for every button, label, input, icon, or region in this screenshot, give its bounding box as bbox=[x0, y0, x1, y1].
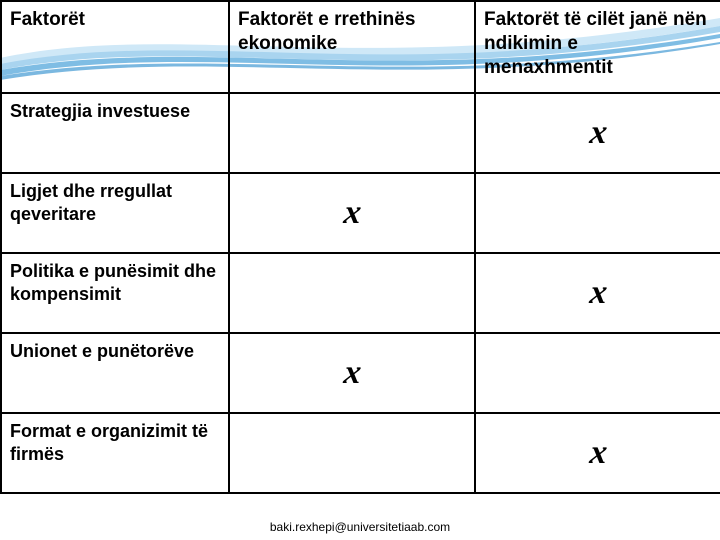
x-mark: x bbox=[588, 274, 609, 312]
header-col-1: Faktorët bbox=[1, 1, 229, 93]
table-row: Strategjia investuese x bbox=[1, 93, 720, 173]
row-label: Strategjia investuese bbox=[1, 93, 229, 173]
row-label: Unionet e punëtorëve bbox=[1, 333, 229, 413]
table-row: Unionet e punëtorëve x bbox=[1, 333, 720, 413]
header-col-3: Faktorët të cilët janë nën ndikimin e me… bbox=[475, 1, 720, 93]
footer-email: baki.rexhepi@universitetiaab.com bbox=[0, 520, 720, 534]
cell-r1-c3 bbox=[475, 173, 720, 253]
x-mark: x bbox=[588, 114, 609, 152]
cell-r1-c2: x bbox=[229, 173, 475, 253]
header-col-2: Faktorët e rrethinës ekonomike bbox=[229, 1, 475, 93]
row-label: Politika e punësimit dhe kompensimit bbox=[1, 253, 229, 333]
table-row: Ligjet dhe rregullat qeveritare x bbox=[1, 173, 720, 253]
table-row: Politika e punësimit dhe kompensimit x bbox=[1, 253, 720, 333]
cell-r4-c3: x bbox=[475, 413, 720, 493]
table-row: Format e organizimit të firmës x bbox=[1, 413, 720, 493]
cell-r0-c3: x bbox=[475, 93, 720, 173]
cell-r3-c3 bbox=[475, 333, 720, 413]
row-label: Format e organizimit të firmës bbox=[1, 413, 229, 493]
x-mark: x bbox=[342, 354, 363, 392]
x-mark: x bbox=[588, 434, 609, 472]
x-mark: x bbox=[342, 194, 363, 232]
cell-r2-c2 bbox=[229, 253, 475, 333]
row-label: Ligjet dhe rregullat qeveritare bbox=[1, 173, 229, 253]
factors-table: Faktorët Faktorët e rrethinës ekonomike … bbox=[0, 0, 720, 494]
header-row: Faktorët Faktorët e rrethinës ekonomike … bbox=[1, 1, 720, 93]
cell-r0-c2 bbox=[229, 93, 475, 173]
cell-r2-c3: x bbox=[475, 253, 720, 333]
cell-r3-c2: x bbox=[229, 333, 475, 413]
cell-r4-c2 bbox=[229, 413, 475, 493]
factors-table-wrap: Faktorët Faktorët e rrethinës ekonomike … bbox=[0, 0, 720, 494]
